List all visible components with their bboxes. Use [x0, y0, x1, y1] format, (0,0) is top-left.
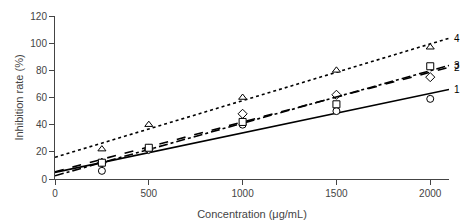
svg-text:40: 40 [36, 119, 48, 130]
svg-text:120: 120 [30, 11, 47, 22]
svg-text:2: 2 [454, 62, 460, 73]
svg-text:80: 80 [36, 65, 48, 76]
svg-text:0: 0 [41, 174, 47, 185]
svg-text:4: 4 [454, 33, 460, 44]
svg-text:100: 100 [30, 38, 47, 49]
svg-text:2000: 2000 [419, 188, 442, 199]
svg-text:1000: 1000 [231, 188, 254, 199]
svg-text:1: 1 [454, 84, 460, 95]
svg-text:20: 20 [36, 146, 48, 157]
svg-text:60: 60 [36, 92, 48, 103]
svg-text:3: 3 [454, 60, 460, 71]
svg-text:0: 0 [52, 188, 58, 199]
svg-text:Inhibition rate (%): Inhibition rate (%) [13, 54, 25, 140]
svg-text:Concentration (μg/mL): Concentration (μg/mL) [197, 208, 307, 220]
svg-text:500: 500 [140, 188, 157, 199]
svg-text:1500: 1500 [325, 188, 348, 199]
